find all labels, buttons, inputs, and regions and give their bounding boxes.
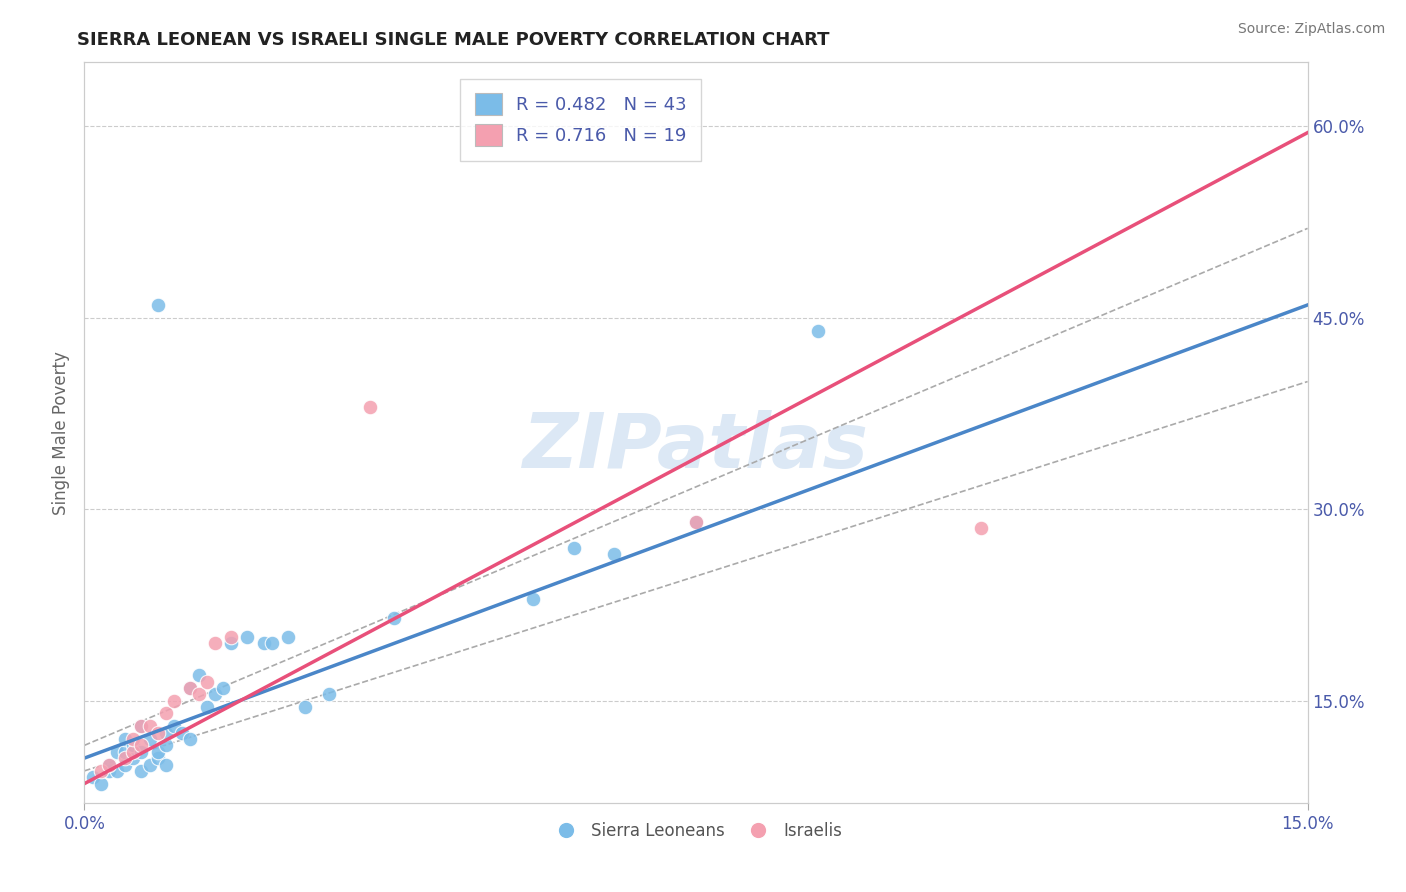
- Point: [807, 324, 830, 338]
- Point: [131, 745, 153, 759]
- Point: [105, 764, 128, 778]
- Point: [146, 745, 169, 759]
- Point: [685, 515, 707, 529]
- Y-axis label: Single Male Poverty: Single Male Poverty: [52, 351, 70, 515]
- Point: [90, 777, 112, 791]
- Text: Source: ZipAtlas.com: Source: ZipAtlas.com: [1237, 22, 1385, 37]
- Point: [97, 757, 120, 772]
- Point: [122, 731, 145, 746]
- Point: [187, 668, 209, 682]
- Point: [97, 764, 120, 778]
- Point: [204, 687, 226, 701]
- Point: [82, 770, 104, 784]
- Point: [122, 745, 145, 759]
- Point: [970, 521, 993, 535]
- Legend: Sierra Leoneans, Israelis: Sierra Leoneans, Israelis: [543, 815, 849, 847]
- Point: [146, 298, 169, 312]
- Point: [146, 725, 169, 739]
- Point: [204, 636, 226, 650]
- Point: [146, 751, 169, 765]
- Point: [131, 764, 153, 778]
- Point: [131, 719, 153, 733]
- Text: ZIPatlas: ZIPatlas: [523, 410, 869, 484]
- Point: [236, 630, 259, 644]
- Point: [155, 757, 177, 772]
- Point: [294, 700, 316, 714]
- Point: [212, 681, 235, 695]
- Point: [179, 681, 201, 695]
- Point: [155, 739, 177, 753]
- Point: [105, 745, 128, 759]
- Point: [195, 674, 218, 689]
- Point: [131, 739, 153, 753]
- Point: [122, 739, 145, 753]
- Point: [114, 745, 136, 759]
- Point: [359, 400, 381, 414]
- Point: [277, 630, 299, 644]
- Point: [260, 636, 283, 650]
- Point: [318, 687, 340, 701]
- Point: [114, 731, 136, 746]
- Point: [603, 547, 626, 561]
- Point: [122, 751, 145, 765]
- Point: [155, 725, 177, 739]
- Point: [219, 630, 242, 644]
- Point: [163, 719, 186, 733]
- Point: [187, 687, 209, 701]
- Point: [138, 719, 160, 733]
- Point: [138, 731, 160, 746]
- Point: [172, 725, 194, 739]
- Point: [90, 764, 112, 778]
- Point: [195, 700, 218, 714]
- Point: [522, 591, 544, 606]
- Point: [114, 757, 136, 772]
- Text: SIERRA LEONEAN VS ISRAELI SINGLE MALE POVERTY CORRELATION CHART: SIERRA LEONEAN VS ISRAELI SINGLE MALE PO…: [77, 31, 830, 49]
- Point: [138, 757, 160, 772]
- Point: [131, 719, 153, 733]
- Point: [114, 751, 136, 765]
- Point: [382, 611, 405, 625]
- Point: [253, 636, 276, 650]
- Point: [97, 757, 120, 772]
- Point: [179, 731, 201, 746]
- Point: [179, 681, 201, 695]
- Point: [685, 515, 707, 529]
- Point: [562, 541, 585, 555]
- Point: [155, 706, 177, 721]
- Point: [219, 636, 242, 650]
- Point: [163, 694, 186, 708]
